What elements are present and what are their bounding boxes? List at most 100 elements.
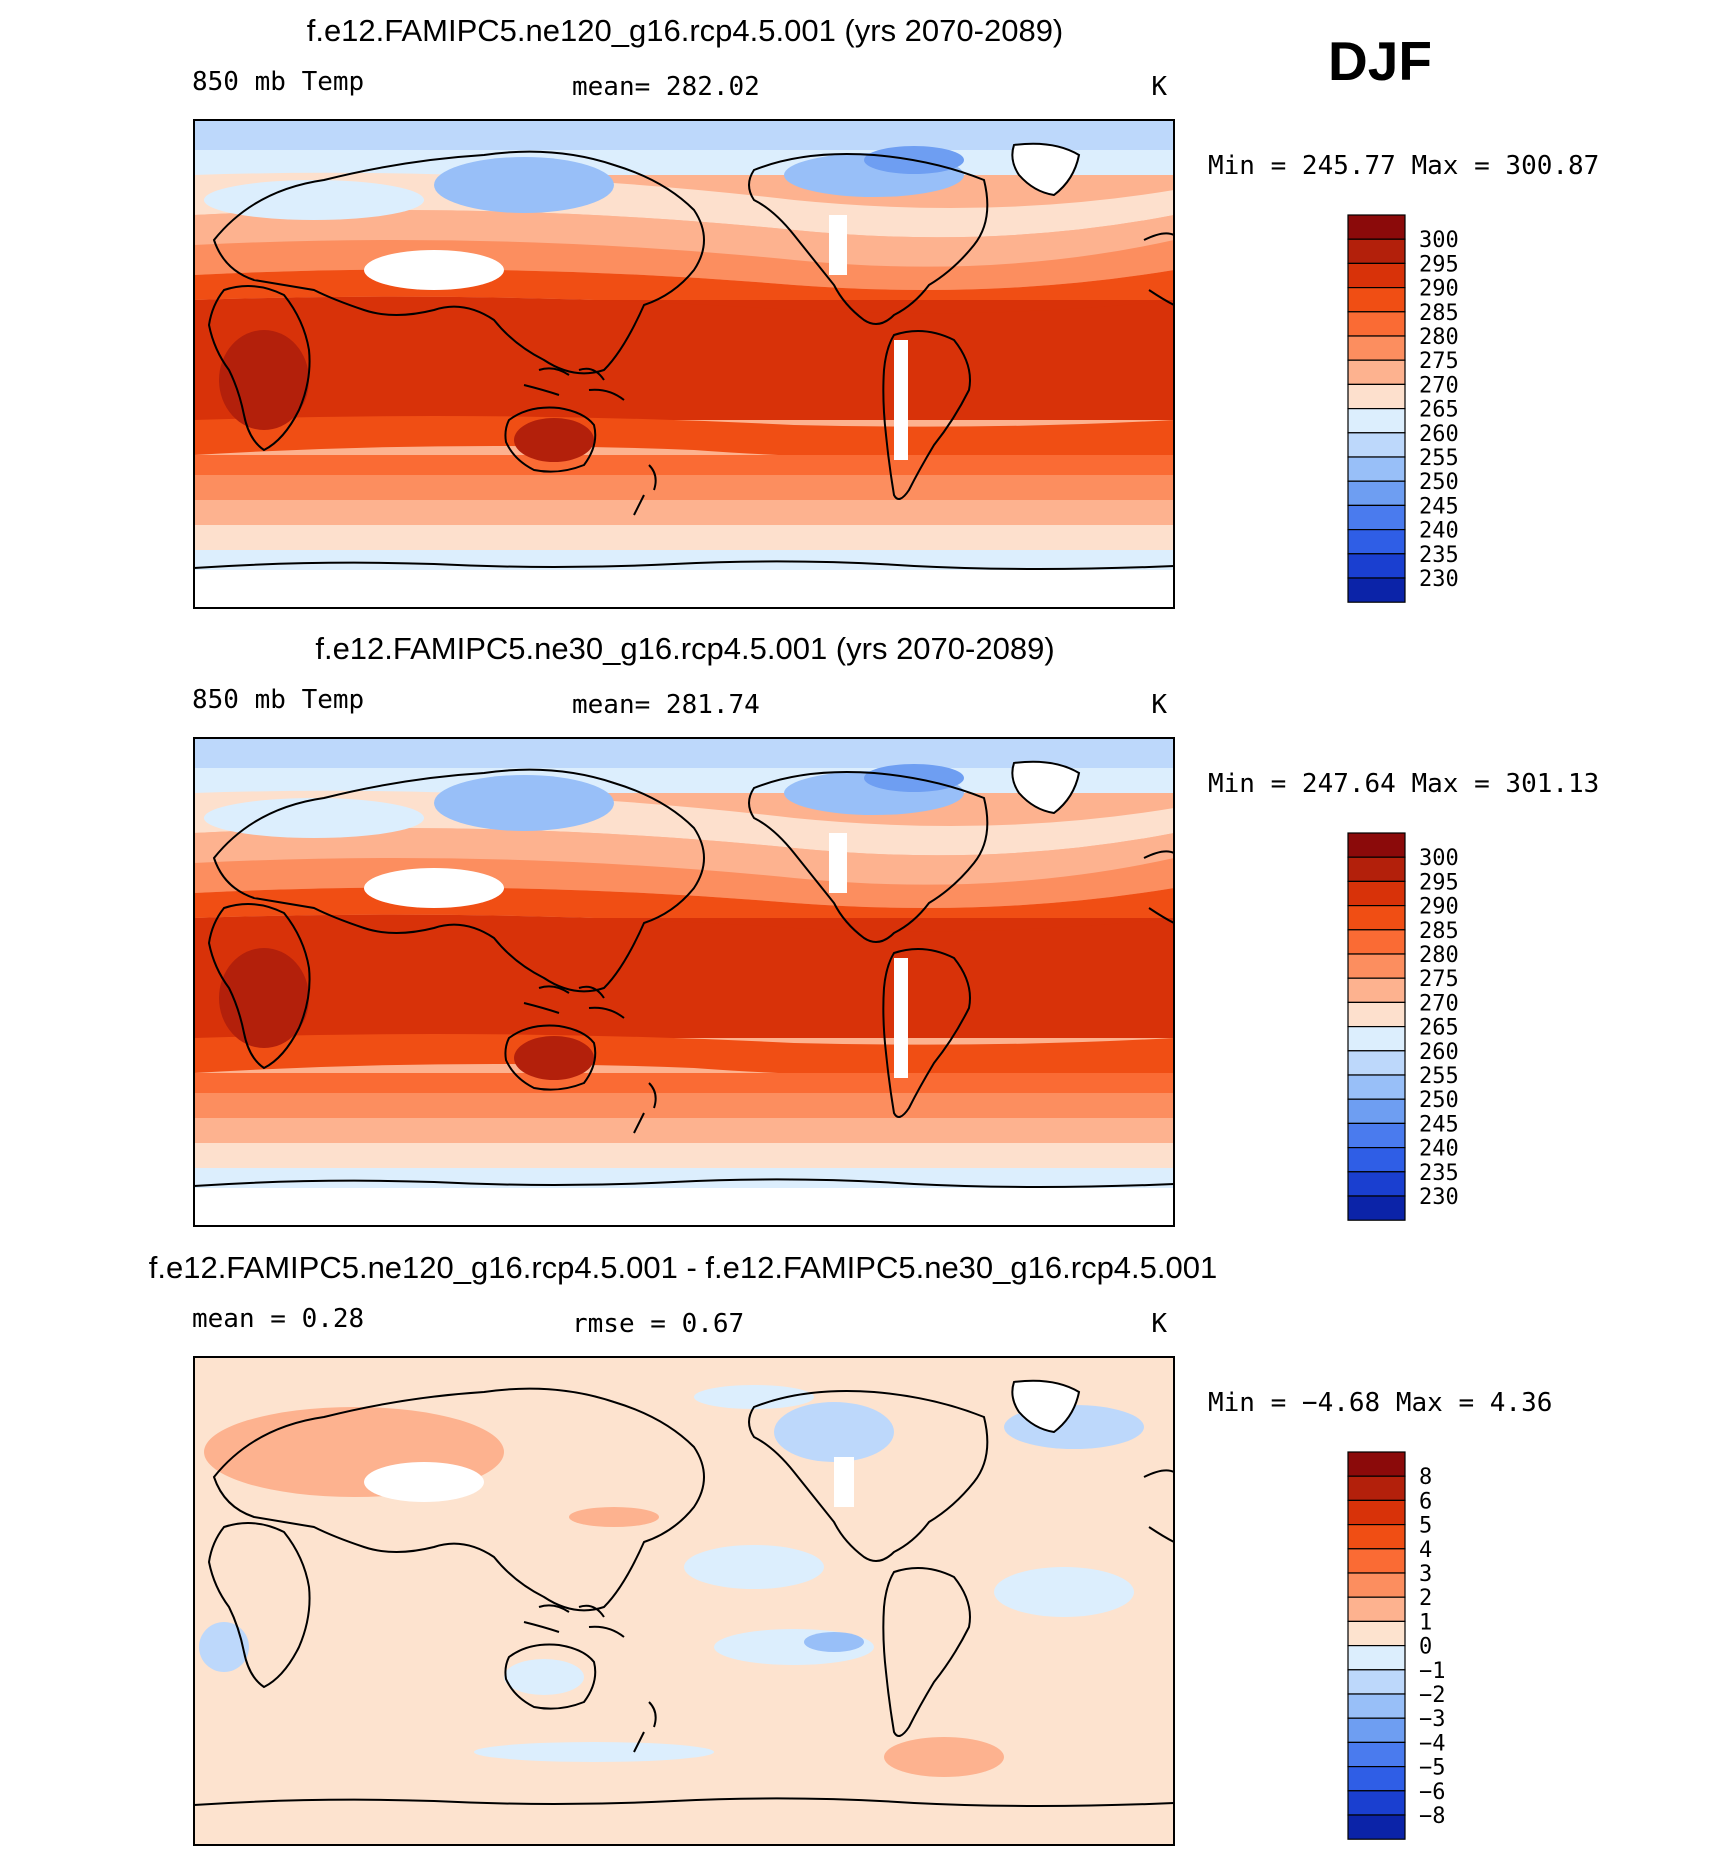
colorbar-swatch: [1347, 1451, 1406, 1477]
colorbar-swatch: [1347, 311, 1406, 337]
panel-center-label: mean= 282.02: [572, 72, 760, 102]
colorbar-tick-label: 265: [1419, 1016, 1459, 1041]
colorbar-tick-label: 280: [1419, 325, 1459, 350]
colorbar-swatch: [1347, 359, 1406, 386]
colorbar-tick-label: 0: [1419, 1635, 1432, 1660]
colorbar-swatch: [1347, 1499, 1406, 1526]
colorbar-swatch: [1347, 504, 1406, 531]
colorbar-tick-label: 300: [1419, 846, 1459, 871]
minmax-label: Min = 247.64 Max = 301.13: [1208, 769, 1599, 799]
colorbar-tick-label: 4: [1419, 1538, 1432, 1563]
colorbar-tick-label: 265: [1419, 398, 1459, 423]
colorbar-swatch: [1347, 262, 1406, 289]
colorbar-tick-label: 300: [1419, 228, 1459, 253]
map-panel: f.e12.FAMIPC5.ne30_g16.rcp4.5.001 (yrs 2…: [192, 631, 1599, 1227]
colorbar-tick-label: 270: [1419, 373, 1459, 398]
colorbar-swatch: [1347, 214, 1406, 240]
panel-title: f.e12.FAMIPC5.ne30_g16.rcp4.5.001 (yrs 2…: [315, 631, 1054, 666]
colorbar-tick-label: −3: [1419, 1707, 1446, 1732]
panel-units: K: [1151, 72, 1167, 102]
colorbar-swatch: [1347, 880, 1406, 907]
colorbar-swatch: [1347, 1001, 1406, 1028]
colorbar-swatch: [1347, 1814, 1406, 1840]
colorbar-swatch: [1347, 238, 1406, 264]
colorbar-tick-label: −6: [1419, 1780, 1446, 1805]
colorbar-swatch: [1347, 1717, 1406, 1743]
colorbar-swatch: [1347, 977, 1406, 1004]
colorbar-tick-label: 295: [1419, 870, 1459, 895]
colorbar-swatch: [1347, 1620, 1406, 1647]
colorbar-tick-label: 2: [1419, 1586, 1432, 1611]
panel-title: f.e12.FAMIPC5.ne120_g16.rcp4.5.001 - f.e…: [149, 1250, 1218, 1285]
colorbar-tick-label: −2: [1419, 1683, 1446, 1708]
colorbar-tick-label: 8: [1419, 1465, 1432, 1490]
colorbar-tick-label: 260: [1419, 422, 1459, 447]
colorbar-swatch: [1347, 832, 1406, 858]
colorbar-tick-label: 270: [1419, 991, 1459, 1016]
colorbar-tick-label: 295: [1419, 252, 1459, 277]
colorbar-tick-label: 275: [1419, 349, 1459, 374]
colorbar-swatch: [1347, 1146, 1406, 1173]
colorbar-swatch: [1347, 1122, 1406, 1149]
colorbar-swatch: [1347, 929, 1406, 955]
colorbar-swatch: [1347, 1475, 1406, 1501]
colorbar-tick-label: 275: [1419, 967, 1459, 992]
colorbar-tick-label: 230: [1419, 567, 1459, 592]
colorbar-swatch: [1347, 408, 1406, 434]
panel-left-label: 850 mb Temp: [192, 67, 364, 97]
colorbar-tick-label: 280: [1419, 943, 1459, 968]
colorbar-swatch: [1347, 1050, 1406, 1076]
colorbar-tick-label: 240: [1419, 519, 1459, 544]
map-plot: [193, 737, 1175, 1227]
colorbar-swatch: [1347, 904, 1406, 931]
colorbar-tick-label: 235: [1419, 1161, 1459, 1186]
colorbar-swatch: [1347, 856, 1406, 883]
colorbar-tick-label: −4: [1419, 1731, 1446, 1756]
minmax-label: Min = −4.68 Max = 4.36: [1208, 1388, 1552, 1418]
panel-left-label: mean = 0.28: [192, 1304, 364, 1334]
colorbar-swatch: [1347, 1765, 1406, 1792]
colorbar-swatch: [1347, 432, 1406, 458]
colorbar-swatch: [1347, 1548, 1406, 1574]
map-panel: f.e12.FAMIPC5.ne120_g16.rcp4.5.001 - f.e…: [149, 1250, 1552, 1846]
map-frame: [193, 737, 1175, 1227]
colorbar-tick-label: −5: [1419, 1756, 1446, 1781]
colorbar-tick-label: 230: [1419, 1185, 1459, 1210]
colorbar-swatch: [1347, 1790, 1406, 1816]
colorbar-tick-label: 250: [1419, 470, 1459, 495]
colorbar-tick-label: 6: [1419, 1489, 1432, 1514]
colorbar-swatch: [1347, 480, 1406, 507]
colorbar-tick-label: 285: [1419, 919, 1459, 944]
minmax-label: Min = 245.77 Max = 300.87: [1208, 151, 1599, 181]
colorbar-swatch: [1347, 287, 1406, 313]
map-field: [194, 1357, 1174, 1845]
colorbar-swatch: [1347, 528, 1406, 555]
colorbar-swatch: [1347, 1523, 1406, 1550]
panel-units: K: [1151, 690, 1167, 720]
colorbar-swatch: [1347, 1644, 1406, 1671]
colorbar-swatch: [1347, 1596, 1406, 1622]
colorbar-swatch: [1347, 1171, 1406, 1197]
colorbar-tick-label: 1: [1419, 1610, 1432, 1635]
colorbar-tick-label: 285: [1419, 301, 1459, 326]
colorbar-tick-label: −8: [1419, 1804, 1446, 1829]
map-field: [194, 738, 1174, 1226]
colorbar-swatch: [1347, 553, 1406, 579]
map-plot: [193, 119, 1175, 609]
map-frame: [193, 1356, 1175, 1846]
colorbar-swatch: [1347, 953, 1406, 979]
colorbar-swatch: [1347, 1572, 1406, 1598]
colorbar-tick-label: 245: [1419, 1112, 1459, 1137]
map-plot: [193, 1356, 1175, 1846]
panel-title: f.e12.FAMIPC5.ne120_g16.rcp4.5.001 (yrs …: [307, 13, 1064, 48]
colorbar-swatch: [1347, 383, 1406, 410]
colorbar-tick-label: 260: [1419, 1040, 1459, 1065]
colorbar-swatch: [1347, 335, 1406, 361]
colorbar-swatch: [1347, 577, 1406, 603]
colorbar-tick-label: 245: [1419, 494, 1459, 519]
colorbar-tick-label: 240: [1419, 1137, 1459, 1162]
colorbar-swatch: [1347, 1098, 1406, 1124]
colorbar-tick-label: −1: [1419, 1659, 1446, 1684]
map-frame: [193, 119, 1175, 609]
